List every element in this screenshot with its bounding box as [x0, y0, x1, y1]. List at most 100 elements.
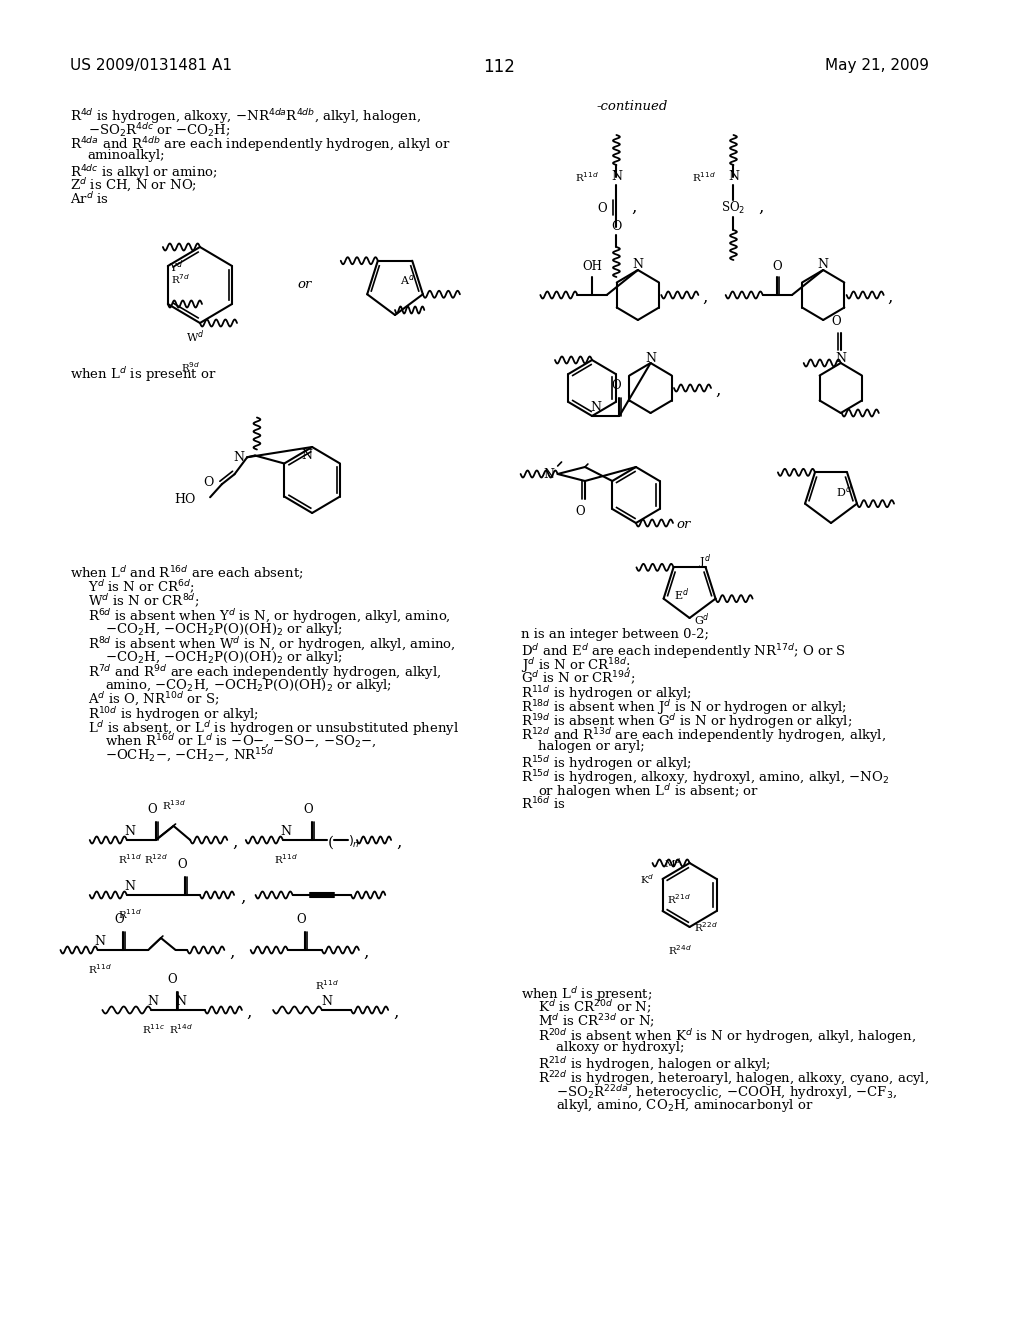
Text: R$^{7d}$: R$^{7d}$: [171, 272, 190, 286]
Text: $)_n$: $)_n$: [348, 834, 360, 850]
Text: R$^{7d}$ and R$^{9d}$ are each independently hydrogen, alkyl,: R$^{7d}$ and R$^{9d}$ are each independe…: [88, 663, 441, 682]
Text: R$^{11d}$: R$^{11d}$: [575, 170, 599, 183]
Text: J$^d$: J$^d$: [699, 553, 712, 572]
Text: R$^{12d}$ and R$^{13d}$ are each independently hydrogen, alkyl,: R$^{12d}$ and R$^{13d}$ are each indepen…: [521, 726, 886, 744]
Text: ,: ,: [631, 198, 637, 215]
Text: R$^{10d}$ is hydrogen or alkyl;: R$^{10d}$ is hydrogen or alkyl;: [88, 705, 259, 723]
Text: N: N: [124, 825, 135, 838]
Text: N: N: [544, 467, 555, 480]
Text: W$^d$: W$^d$: [185, 329, 205, 346]
Text: N: N: [818, 259, 828, 272]
Text: E$^d$: E$^d$: [674, 586, 689, 603]
Text: N: N: [124, 880, 135, 894]
Text: R$^{13d}$: R$^{13d}$: [162, 799, 185, 812]
Text: ,: ,: [715, 381, 720, 399]
Text: Y$^d$: Y$^d$: [169, 259, 184, 276]
Text: N: N: [633, 259, 643, 272]
Text: D$^d$: D$^d$: [836, 483, 852, 500]
Text: ,: ,: [758, 198, 763, 215]
Text: -continued: -continued: [597, 100, 669, 114]
Text: amino, $-$CO$_2$H, $-$OCH$_2$P(O)(OH)$_2$ or alkyl;: amino, $-$CO$_2$H, $-$OCH$_2$P(O)(OH)$_2…: [105, 677, 392, 694]
Text: Y$^d$ is N or CR$^{6d}$;: Y$^d$ is N or CR$^{6d}$;: [88, 579, 195, 597]
Text: R$^{11d}$: R$^{11d}$: [273, 851, 298, 866]
Text: R$^{16d}$ is: R$^{16d}$ is: [521, 796, 565, 812]
Text: ,: ,: [364, 944, 370, 961]
Text: D$^d$ and E$^d$ are each independently NR$^{17d}$; O or S: D$^d$ and E$^d$ are each independently N…: [521, 642, 846, 661]
Text: $-$SO$_2$R$^{22da}$, heterocyclic, $-$COOH, hydroxyl, $-$CF$_3$,: $-$SO$_2$R$^{22da}$, heterocyclic, $-$CO…: [556, 1082, 897, 1102]
Text: O: O: [177, 858, 187, 871]
Text: R$^{20d}$ is absent when K$^d$ is N or hydrogen, alkyl, halogen,: R$^{20d}$ is absent when K$^d$ is N or h…: [539, 1027, 916, 1045]
Text: alkyl, amino, CO$_2$H, aminocarbonyl or: alkyl, amino, CO$_2$H, aminocarbonyl or: [556, 1097, 813, 1114]
Text: R$^{9d}$: R$^{9d}$: [180, 360, 200, 374]
Text: halogen or aryl;: halogen or aryl;: [539, 741, 645, 752]
Text: O: O: [303, 803, 313, 816]
Text: J$^d$ is N or CR$^{18d}$;: J$^d$ is N or CR$^{18d}$;: [521, 656, 631, 675]
Text: R$^{21d}$: R$^{21d}$: [668, 892, 691, 906]
Text: when R$^{16d}$ or L$^d$ is $-$O$-$, $-$SO$-$, $-$SO$_2$$-$,: when R$^{16d}$ or L$^d$ is $-$O$-$, $-$S…: [105, 733, 377, 750]
Text: M$^d$ is CR$^{23d}$ or N;: M$^d$ is CR$^{23d}$ or N;: [539, 1012, 655, 1031]
Text: N: N: [322, 995, 332, 1008]
Text: R$^{18d}$ is absent when J$^d$ is N or hydrogen or alkyl;: R$^{18d}$ is absent when J$^d$ is N or h…: [521, 698, 847, 717]
Text: n is an integer between 0-2;: n is an integer between 0-2;: [521, 628, 709, 642]
Text: when L$^d$ and R$^{16d}$ are each absent;: when L$^d$ and R$^{16d}$ are each absent…: [71, 565, 304, 582]
Text: N: N: [591, 401, 601, 414]
Text: R$^{11c}$: R$^{11c}$: [141, 1022, 165, 1036]
Text: R$^{14d}$: R$^{14d}$: [169, 1022, 193, 1036]
Text: ($\,$: ($\,$: [327, 833, 334, 851]
Text: N: N: [611, 170, 622, 183]
Text: G$^d$ is N or CR$^{19d}$;: G$^d$ is N or CR$^{19d}$;: [521, 671, 635, 688]
Text: US 2009/0131481 A1: US 2009/0131481 A1: [71, 58, 232, 73]
Text: O: O: [597, 202, 606, 214]
Text: $-$CO$_2$H, $-$OCH$_2$P(O)(OH)$_2$ or alkyl;: $-$CO$_2$H, $-$OCH$_2$P(O)(OH)$_2$ or al…: [105, 649, 343, 667]
Text: R$^{19d}$ is absent when G$^d$ is N or hydrogen or alkyl;: R$^{19d}$ is absent when G$^d$ is N or h…: [521, 711, 852, 731]
Text: ,: ,: [393, 1003, 398, 1020]
Text: R$^{15d}$ is hydrogen or alkyl;: R$^{15d}$ is hydrogen or alkyl;: [521, 754, 692, 774]
Text: O: O: [203, 475, 213, 488]
Text: O: O: [297, 913, 306, 927]
Text: O: O: [115, 913, 124, 927]
Text: M$^d$: M$^d$: [665, 857, 682, 870]
Text: ,: ,: [232, 833, 238, 850]
Text: N: N: [281, 825, 291, 838]
Text: when L$^{d}$ is present or: when L$^{d}$ is present or: [71, 366, 217, 384]
Text: L$^d$ is absent, or L$^d$ is hydrogen or unsubstituted phenyl: L$^d$ is absent, or L$^d$ is hydrogen or…: [88, 719, 459, 738]
Text: ,: ,: [702, 289, 708, 305]
Text: or: or: [677, 519, 691, 532]
Text: N: N: [301, 449, 312, 462]
Text: R$^{4d}$ is hydrogen, alkoxy, $-$NR$^{4da}$R$^{4db}$, alkyl, halogen,: R$^{4d}$ is hydrogen, alkoxy, $-$NR$^{4d…: [71, 107, 422, 125]
Text: aminoalkyl;: aminoalkyl;: [88, 149, 166, 162]
Text: R$^{8d}$ is absent when W$^d$ is N, or hydrogen, alkyl, amino,: R$^{8d}$ is absent when W$^d$ is N, or h…: [88, 635, 456, 653]
Text: N: N: [147, 995, 159, 1008]
Text: R$^{22d}$: R$^{22d}$: [694, 920, 718, 935]
Text: O: O: [611, 379, 622, 392]
Text: ,: ,: [247, 1003, 252, 1020]
Text: A$^d$ is O, NR$^{10d}$ or S;: A$^d$ is O, NR$^{10d}$ or S;: [88, 690, 219, 709]
Text: N: N: [645, 351, 656, 364]
Text: N: N: [175, 995, 186, 1008]
Text: $-$CO$_2$H, $-$OCH$_2$P(O)(OH)$_2$ or alkyl;: $-$CO$_2$H, $-$OCH$_2$P(O)(OH)$_2$ or al…: [105, 620, 343, 638]
Text: K$^d$ is CR$^{20d}$ or N;: K$^d$ is CR$^{20d}$ or N;: [539, 999, 652, 1016]
Text: R$^{11d}$: R$^{11d}$: [118, 907, 141, 921]
Text: R$^{4da}$ and R$^{4db}$ are each independently hydrogen, alkyl or: R$^{4da}$ and R$^{4db}$ are each indepen…: [71, 135, 451, 154]
Text: Ar$^{d}$ is: Ar$^{d}$ is: [71, 191, 110, 207]
Text: O: O: [611, 220, 622, 234]
Text: R$^{11d}$: R$^{11d}$: [314, 978, 339, 993]
Text: $-$OCH$_2$$-$, $-$CH$_2$$-$, NR$^{15d}$: $-$OCH$_2$$-$, $-$CH$_2$$-$, NR$^{15d}$: [105, 747, 275, 764]
Text: R$^{12d}$: R$^{12d}$: [144, 851, 168, 866]
Text: R$^{22d}$ is hydrogen, heteroaryl, halogen, alkoxy, cyano, acyl,: R$^{22d}$ is hydrogen, heteroaryl, halog…: [539, 1069, 930, 1088]
Text: O: O: [575, 506, 585, 517]
Text: or halogen when L$^d$ is absent; or: or halogen when L$^d$ is absent; or: [539, 781, 760, 801]
Text: N: N: [728, 170, 739, 183]
Text: R$^{11d}$: R$^{11d}$: [692, 170, 716, 183]
Text: R$^{21d}$ is hydrogen, halogen or alkyl;: R$^{21d}$ is hydrogen, halogen or alkyl;: [539, 1055, 771, 1074]
Text: K$^d$: K$^d$: [640, 873, 654, 886]
Text: OH: OH: [582, 260, 602, 273]
Text: alkoxy or hydroxyl;: alkoxy or hydroxyl;: [556, 1041, 684, 1053]
Text: O: O: [168, 973, 177, 986]
Text: R$^{24d}$: R$^{24d}$: [668, 942, 692, 957]
Text: R$^{11d}$ is hydrogen or alkyl;: R$^{11d}$ is hydrogen or alkyl;: [521, 684, 692, 702]
Text: ,: ,: [888, 289, 893, 305]
Text: N: N: [836, 351, 846, 364]
Text: N: N: [233, 450, 245, 463]
Text: G$^d$: G$^d$: [694, 611, 711, 628]
